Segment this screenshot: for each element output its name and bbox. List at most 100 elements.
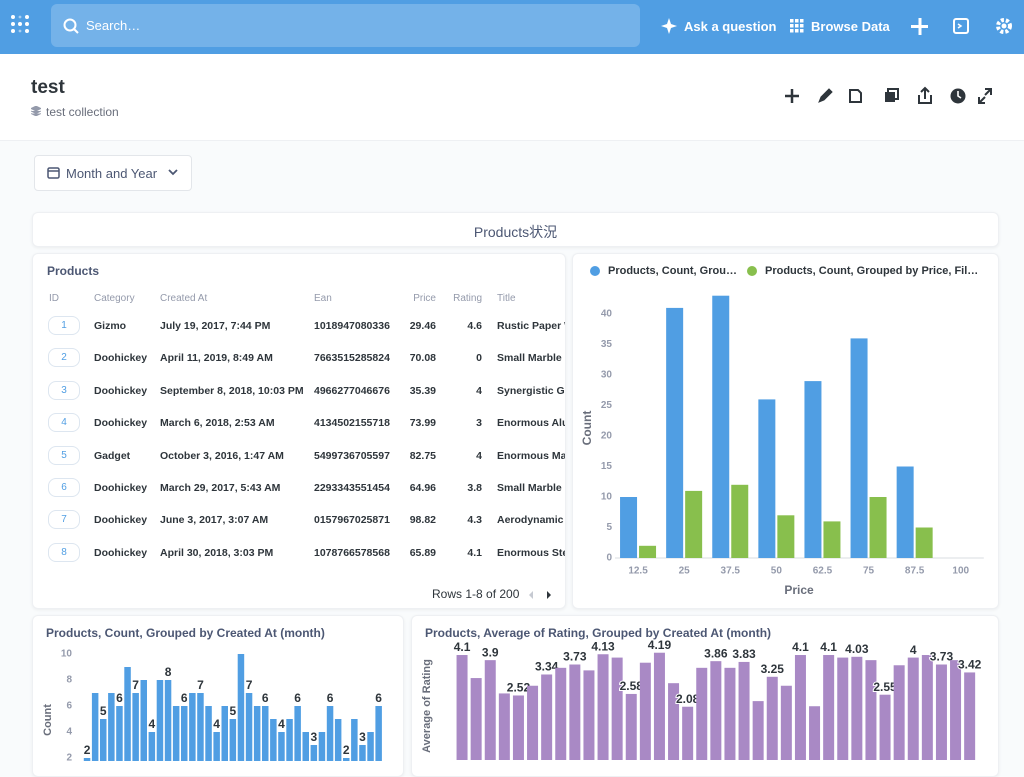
bar [189,693,196,761]
bar [205,706,212,761]
bar [367,732,374,761]
bar [758,399,776,558]
bar [794,655,806,760]
bar [470,678,482,760]
data-label: 7 [132,678,139,692]
table-cell: 98.82 [409,514,436,527]
table-cell: September 8, 2018, 10:03 PM [160,384,304,397]
legend-dot [590,266,600,276]
search-box[interactable] [51,4,640,47]
bar [865,660,877,760]
header-bar [0,54,1024,141]
bar [620,497,638,558]
table-cell: 5499736705597 [314,449,390,462]
table-cell: Enormous Mar [497,449,566,462]
y-tick-label: 20 [601,431,613,442]
filter-label: Month and Year [66,166,158,181]
data-label: 3.25 [761,662,785,676]
column-header: Category [94,293,135,304]
data-label: 3 [311,730,318,744]
row-id: 6 [48,478,80,497]
browse-data[interactable]: Browse Data [811,19,890,34]
bar [738,661,750,760]
data-label: 5 [100,704,107,718]
bar [724,667,736,760]
legend-dot [747,266,757,276]
y-tick-label: 15 [601,461,613,472]
bar [132,693,139,761]
y-axis-label: Count [42,704,54,736]
dashboard-title: test [31,77,65,98]
bar [710,661,722,760]
table-card: Products ID Category Created At Ean Price Rati… [32,253,566,609]
table-cell: 4966277046676 [314,384,390,397]
bar [318,732,326,761]
filter-widget[interactable] [34,155,192,191]
x-tick-label: 62.5 [813,566,833,577]
data-label: 4 [278,717,285,731]
search-placeholder: Search… [86,18,141,33]
bar [253,706,261,761]
x-tick-label: 25 [679,566,691,577]
bar [221,706,228,761]
bar [921,655,933,760]
table-cell: Gizmo [94,320,127,332]
row-id: 8 [48,542,80,562]
data-label: 4 [910,643,917,657]
column-header: ID [49,293,59,304]
data-label: 3.34 [535,660,559,674]
data-label: 3.9 [482,645,499,659]
bar [116,706,123,761]
collection-icon [31,106,41,116]
bar [950,660,962,760]
table-cell: Doohickey [94,482,148,494]
y-axis-label: Average of Rating [421,659,433,753]
bar [869,497,887,558]
bar [270,719,277,761]
bar [712,295,730,558]
table-cell: Doohickey [94,514,148,527]
y-tick-label: 2 [66,753,72,761]
collection-link[interactable]: test collection [46,105,119,119]
bar [359,745,366,761]
data-label: 4.1 [820,640,837,654]
bar [124,667,131,761]
pager[interactable] [527,590,557,600]
data-label: 4.19 [648,638,672,652]
legend-label: Products, Count, Grouped by Price, Fil… [765,265,978,277]
browse-icon [790,19,804,33]
data-label: 6 [375,691,382,705]
table-cell: Synergistic Gra [497,384,565,397]
ask-question[interactable]: Ask a question [684,19,777,34]
table-cell: 73.99 [409,417,436,430]
bar [181,706,188,761]
bar [541,674,553,760]
table-cell: 1078766578568 [314,546,390,559]
table-cell: Aerodynamic L [497,514,566,527]
bar [597,654,609,760]
data-label: 2 [84,743,91,757]
table-cell: Small Marble H [497,482,566,494]
row-id: 2 [48,348,80,368]
header-actions[interactable] [782,86,1002,106]
table-cell: Doohickey [94,384,148,397]
bar [164,680,172,761]
x-tick-label: 37.5 [721,566,741,577]
y-tick-label: 0 [606,553,612,564]
bar [108,693,115,761]
nav-icons[interactable] [910,17,1020,37]
data-label: 4 [149,717,156,731]
table-cell: 4 [476,449,482,462]
row-id: 5 [48,445,80,465]
x-tick-label: 50 [771,566,783,577]
data-label: 2.55 [873,680,897,694]
data-label: 2.08 [676,692,700,706]
logo[interactable] [10,14,36,40]
bar [823,655,835,760]
data-label: 4.1 [792,640,809,654]
bar [245,693,253,761]
bar [752,701,764,760]
table-cell: 70.08 [409,352,436,365]
bar [140,680,147,761]
